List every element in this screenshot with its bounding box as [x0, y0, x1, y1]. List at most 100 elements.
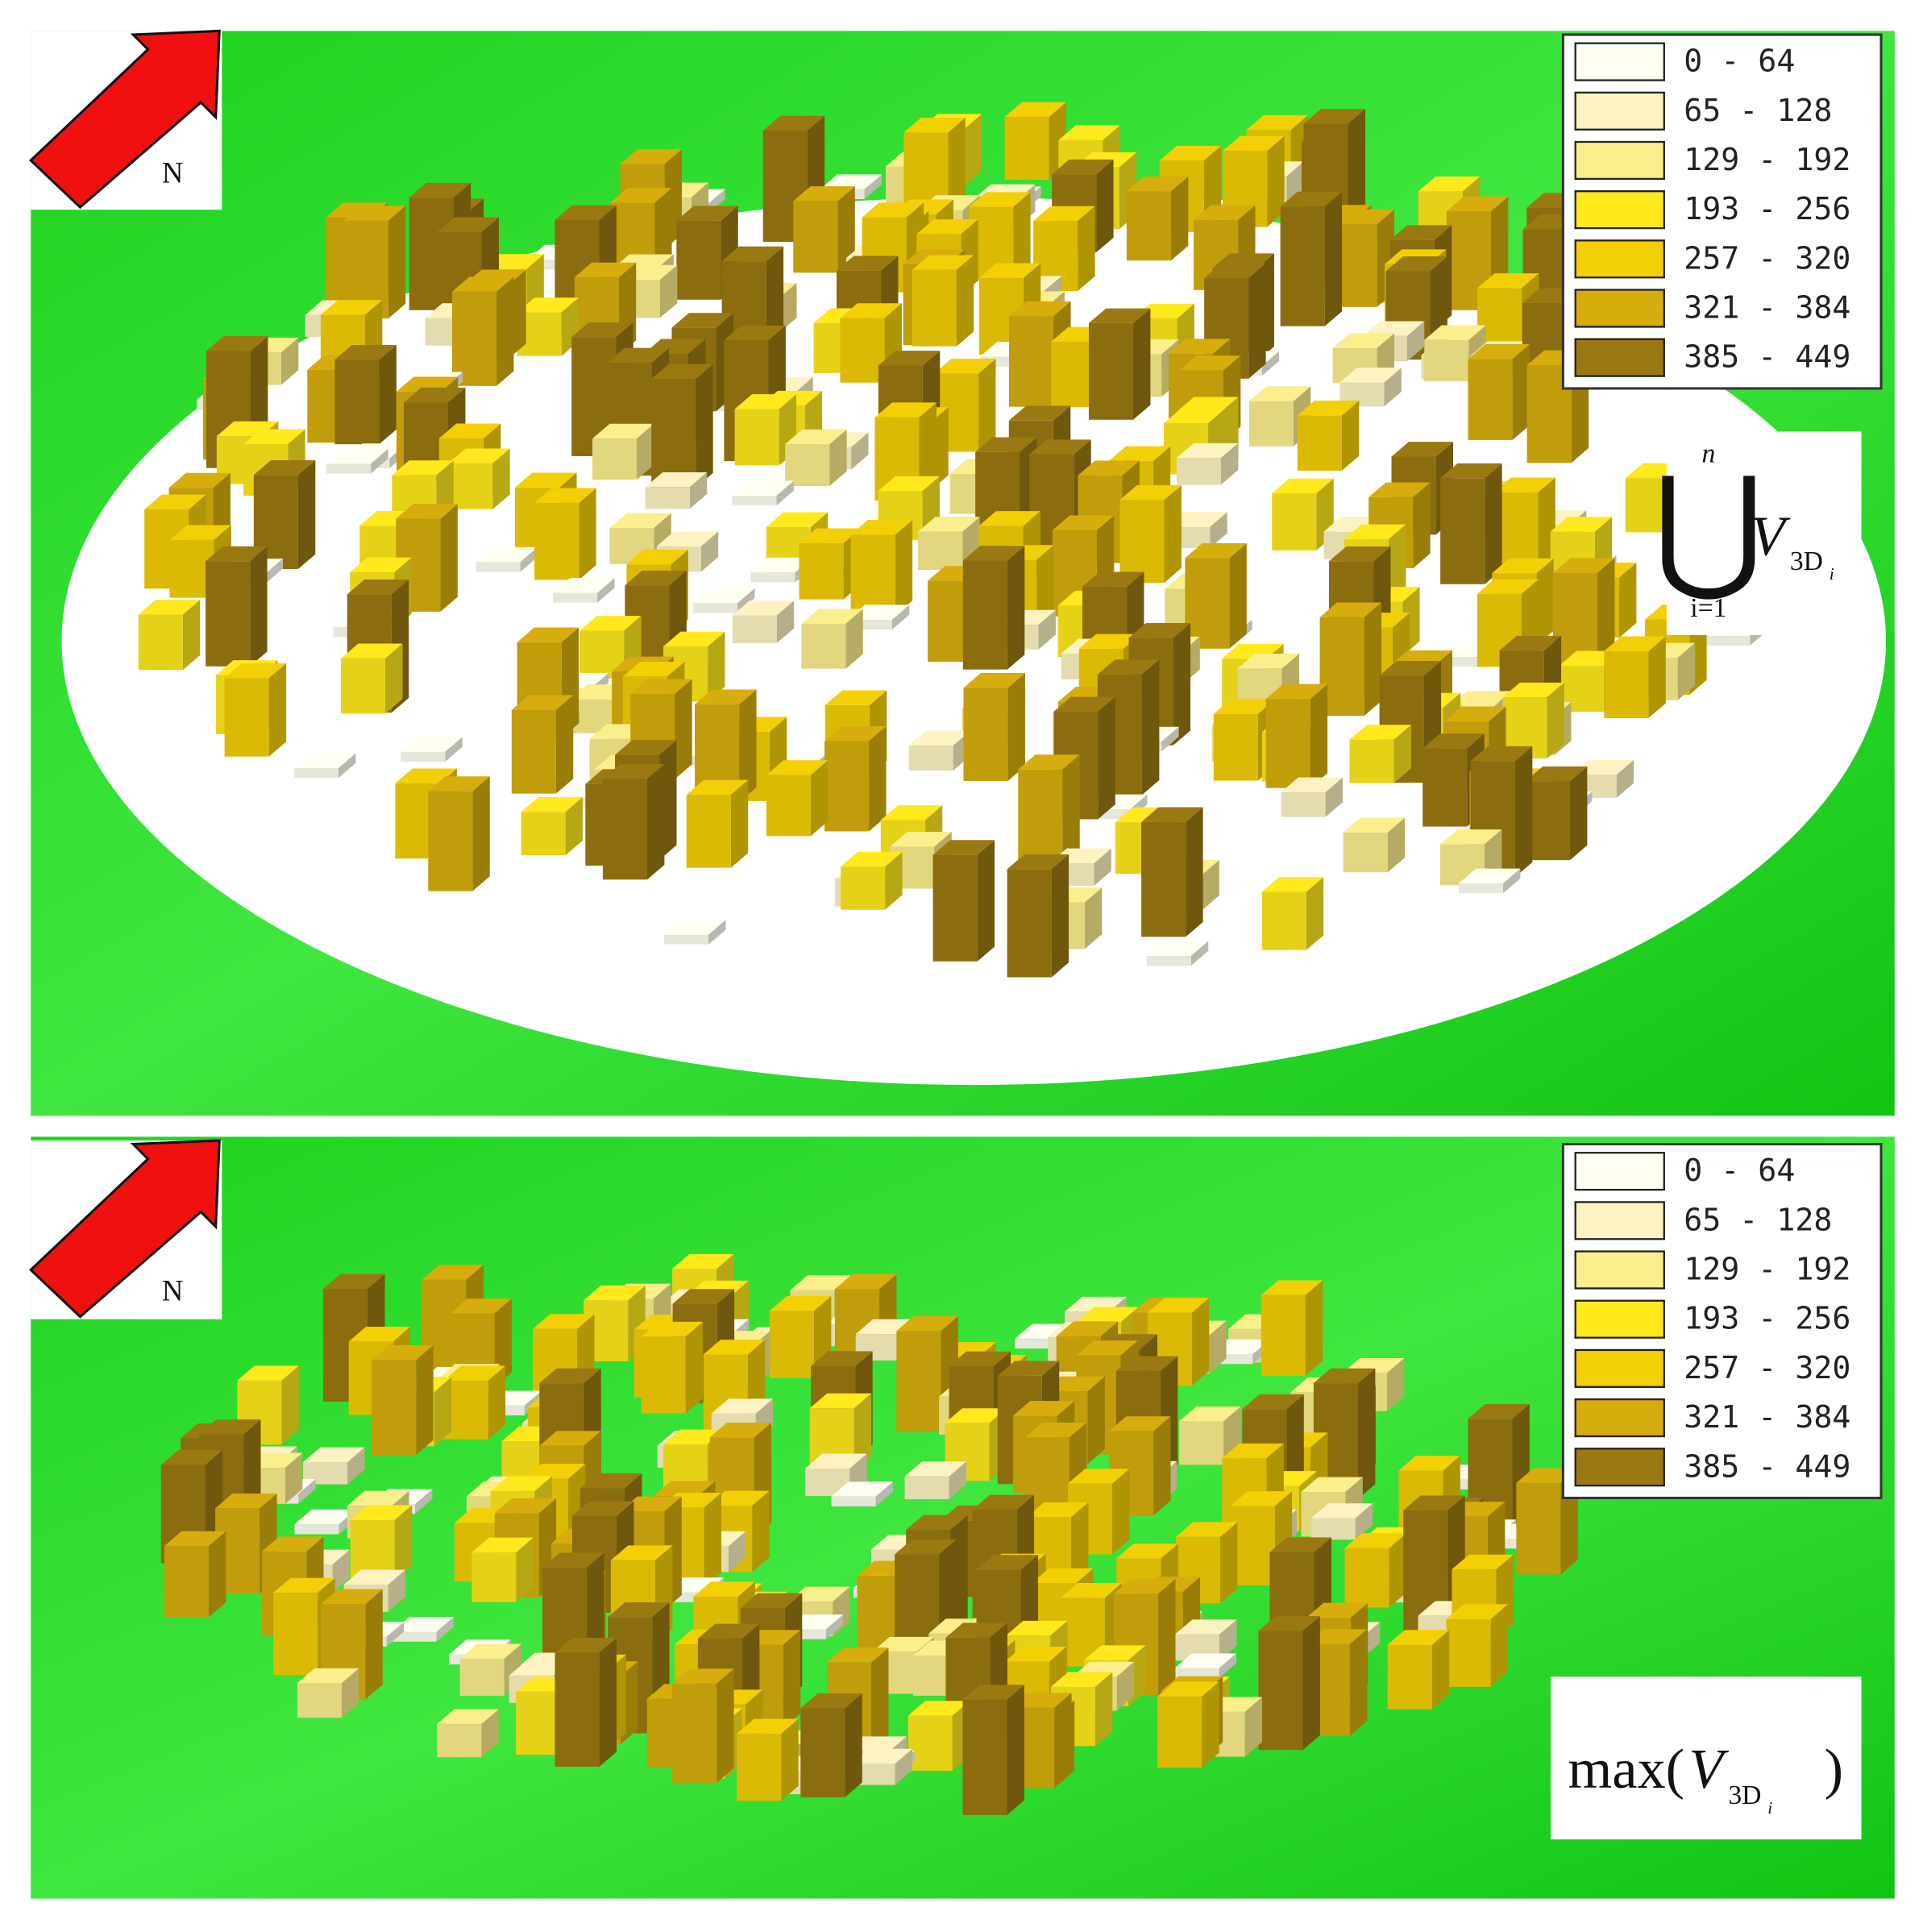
column-side — [379, 344, 397, 445]
column-top — [343, 206, 406, 221]
column-top — [1009, 301, 1071, 317]
column-top — [1450, 691, 1512, 706]
column-top — [1116, 1544, 1178, 1559]
column-top — [945, 1408, 1007, 1423]
column-top — [409, 182, 471, 198]
column-side — [365, 1589, 383, 1700]
column-side — [388, 1569, 405, 1612]
column-side — [1357, 1368, 1376, 1499]
column-top — [422, 1265, 484, 1280]
column-front — [799, 542, 844, 600]
column-top — [1178, 355, 1241, 371]
column-front — [824, 741, 870, 832]
column-front — [1141, 821, 1186, 937]
column-top — [1175, 1522, 1238, 1537]
column-front — [1179, 1421, 1224, 1465]
north-arrow — [29, 1139, 221, 1319]
column-side — [1536, 558, 1554, 646]
column-side — [385, 643, 403, 714]
column-side — [1384, 368, 1402, 407]
column-front — [1088, 322, 1134, 420]
column-top — [1305, 1629, 1368, 1644]
column-side — [1013, 192, 1031, 280]
column-side — [646, 763, 665, 880]
column-side — [394, 1505, 413, 1581]
column-side — [347, 1447, 365, 1485]
column-top — [584, 1285, 646, 1301]
column-top — [607, 347, 670, 364]
column-top — [521, 796, 584, 812]
column-side — [1244, 1697, 1263, 1757]
column-top — [916, 219, 978, 235]
column-top — [732, 480, 794, 496]
column-top — [769, 1295, 832, 1311]
column-side — [280, 337, 299, 385]
column-front — [766, 775, 811, 837]
column-top — [762, 115, 825, 131]
column-top — [1008, 405, 1071, 421]
column-top — [524, 1464, 586, 1479]
column-side — [338, 753, 356, 779]
column-side — [837, 186, 855, 273]
column-top — [471, 1537, 534, 1553]
column-top — [428, 776, 490, 791]
column-side — [891, 605, 910, 630]
column-front — [1625, 478, 1670, 533]
column-top — [1525, 766, 1588, 782]
column-top — [273, 1577, 335, 1593]
column-side — [685, 1321, 704, 1414]
column-front — [554, 1652, 600, 1767]
column-side — [1141, 659, 1160, 796]
formula-lower: i=1 — [1690, 593, 1726, 623]
column-top — [608, 1602, 670, 1618]
column-top — [840, 303, 902, 318]
column-side — [875, 1481, 893, 1507]
column-front — [138, 614, 183, 671]
column-top — [1329, 546, 1391, 562]
column-top — [1458, 868, 1521, 883]
formula-box — [1666, 431, 1862, 635]
column-top — [1403, 1495, 1465, 1510]
column-front — [1258, 1631, 1303, 1751]
formula-variable: V — [1688, 1738, 1729, 1801]
column-side — [956, 255, 974, 347]
column-top — [144, 494, 206, 510]
column-front — [1261, 891, 1306, 950]
column-front — [641, 1336, 686, 1414]
column-side — [829, 429, 847, 487]
column-top — [392, 1617, 454, 1632]
column-top — [626, 549, 688, 565]
column-top — [215, 1494, 277, 1509]
column-side — [492, 448, 510, 509]
column-front — [206, 561, 251, 667]
column-top — [579, 1473, 642, 1489]
column-side — [516, 1537, 534, 1602]
column-top — [693, 1581, 755, 1597]
column-front — [1297, 415, 1342, 471]
column-top — [1026, 1502, 1089, 1518]
column-top — [451, 276, 514, 292]
column-top — [1010, 1693, 1072, 1708]
column-top — [1387, 1630, 1450, 1645]
column-top — [1141, 807, 1203, 822]
column-front — [592, 438, 638, 480]
column-top — [348, 1326, 411, 1342]
column-top — [1468, 1403, 1530, 1419]
column-top — [571, 322, 633, 338]
column-top — [1058, 125, 1120, 140]
column-top — [1084, 1645, 1146, 1660]
column-front — [1272, 493, 1317, 551]
column-front — [737, 1733, 782, 1801]
column-front — [1387, 1644, 1432, 1710]
column-top — [443, 1365, 506, 1381]
column-top — [494, 1498, 557, 1514]
column-top — [709, 1423, 772, 1438]
column-side — [1547, 682, 1564, 758]
column-top — [625, 570, 687, 586]
legend-label: 385 - 449 — [1684, 1449, 1850, 1485]
column-top — [1493, 477, 1555, 492]
column-top — [811, 1351, 873, 1366]
column-side — [1597, 558, 1615, 670]
column-top — [1060, 1583, 1123, 1598]
column-front — [734, 409, 779, 466]
